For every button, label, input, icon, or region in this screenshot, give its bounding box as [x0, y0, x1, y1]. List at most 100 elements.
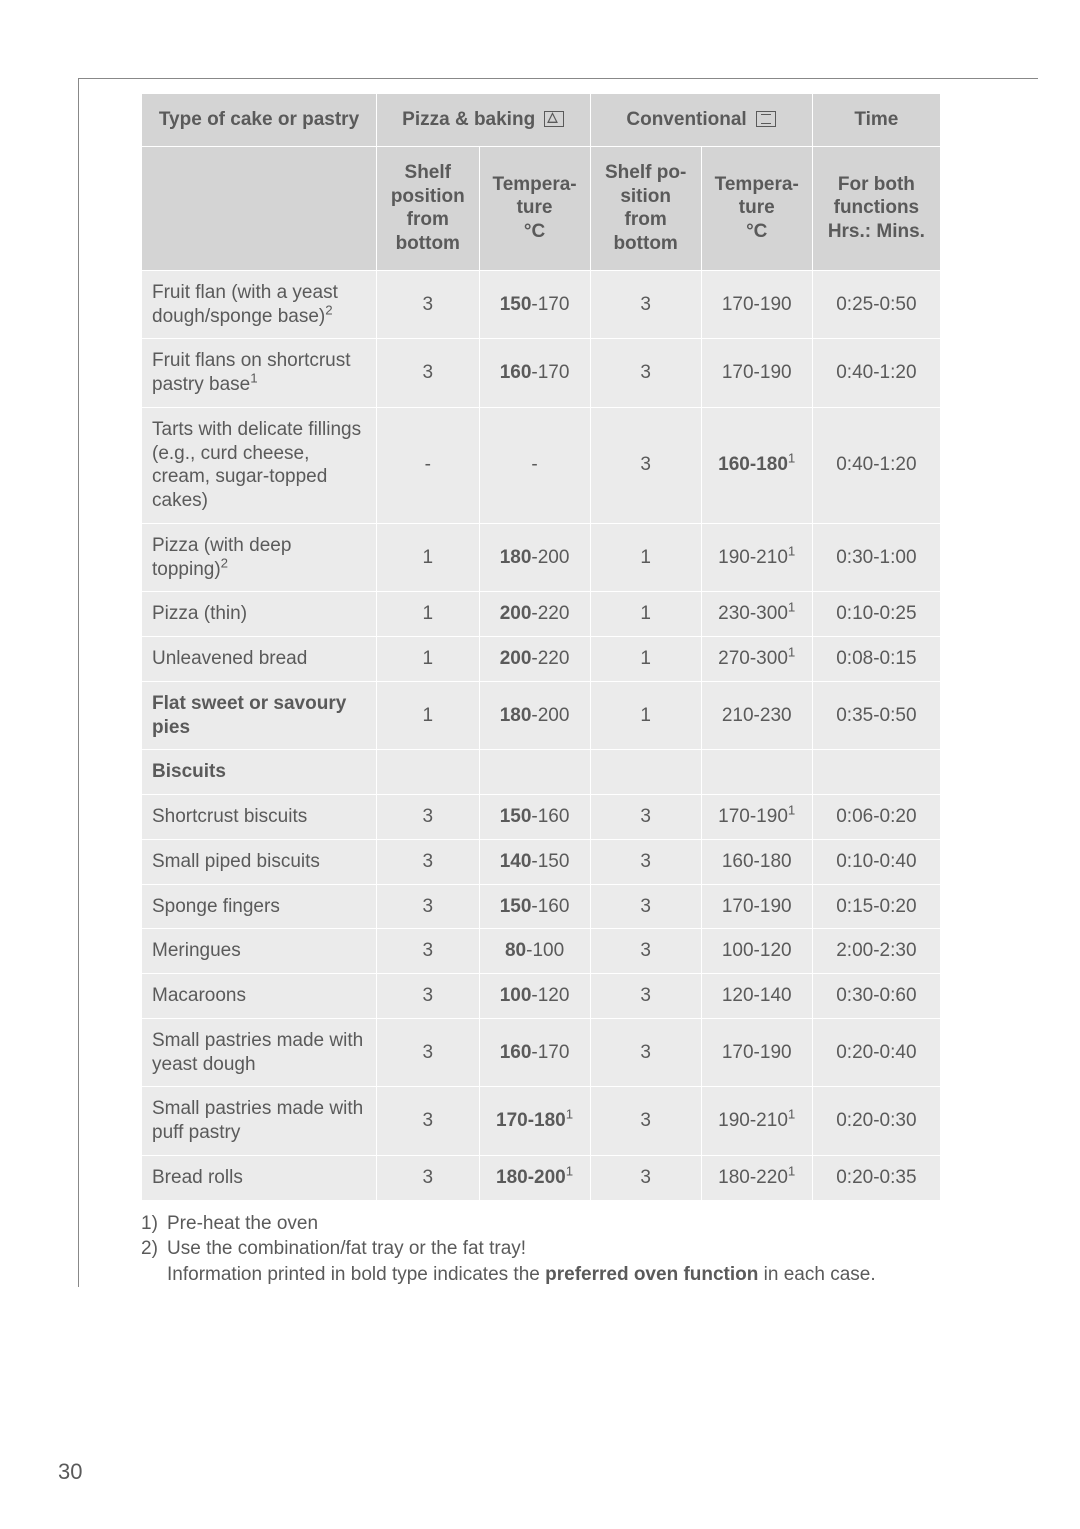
t: bottom	[613, 233, 677, 254]
col-type-header: Type of cake or pastry	[142, 94, 377, 147]
name-cell: Meringues	[142, 929, 377, 974]
name-cell: Pizza (thin)	[142, 592, 377, 637]
t: Tempera-	[493, 174, 577, 195]
sub-cv-temp: Tempera- ture °C	[701, 146, 812, 270]
pb-temp-cell: 140-150	[479, 839, 590, 884]
table-row: Unleavened bread1200-2201270-30010:08-0:…	[142, 637, 941, 682]
pb-shelf-cell: -	[377, 407, 480, 523]
time-cell: 0:20-0:35	[812, 1155, 940, 1200]
time-cell: 0:08-0:15	[812, 637, 940, 682]
cv-temp-cell: 170-1901	[701, 795, 812, 840]
footnote-info: Information printed in bold type indicat…	[141, 1262, 941, 1288]
table-row: Meringues380-1003100-1202:00-2:30	[142, 929, 941, 974]
pb-temp-cell: 170-1801	[479, 1087, 590, 1156]
pb-temp-cell: 160-170	[479, 339, 590, 408]
cv-shelf-cell: 3	[590, 929, 701, 974]
footnote-2: 2) Use the combination/fat tray or the f…	[141, 1236, 941, 1262]
col-conventional-header: Conventional	[590, 94, 812, 147]
cv-temp-cell: 170-190	[701, 270, 812, 339]
name-cell: Small pastries made with puff pastry	[142, 1087, 377, 1156]
pb-shelf-cell: 3	[377, 795, 480, 840]
cv-temp-cell: 210-230	[701, 681, 812, 750]
time-cell: 0:40-1:20	[812, 339, 940, 408]
pb-shelf-cell: 3	[377, 1155, 480, 1200]
cv-temp-cell: 160-1801	[701, 407, 812, 523]
cv-temp-cell: 190-2101	[701, 523, 812, 592]
time-cell: 0:06-0:20	[812, 795, 940, 840]
col-time-header: Time	[812, 94, 940, 147]
baking-table: Type of cake or pastry Pizza & baking Co…	[141, 93, 941, 1201]
pb-shelf-cell: 3	[377, 1087, 480, 1156]
fn2-num: 2)	[141, 1236, 167, 1262]
page-number: 30	[58, 1459, 82, 1485]
time-cell: 0:35-0:50	[812, 681, 940, 750]
empty-cell	[701, 750, 812, 795]
time-cell: 0:20-0:30	[812, 1087, 940, 1156]
t: sition	[620, 186, 671, 207]
sub-blank	[142, 146, 377, 270]
col-pizza-baking-header: Pizza & baking	[377, 94, 591, 147]
name-cell: Flat sweet or savoury pies	[142, 681, 377, 750]
cv-shelf-cell: 3	[590, 1155, 701, 1200]
time-cell: 0:30-0:60	[812, 974, 940, 1019]
sub-cv-shelf: Shelf po- sition from bottom	[590, 146, 701, 270]
section-cell: Biscuits	[142, 750, 377, 795]
name-cell: Fruit flans on shortcrust pastry base1	[142, 339, 377, 408]
table-row: Fruit flan (with a yeast dough/sponge ba…	[142, 270, 941, 339]
cv-shelf-cell: 3	[590, 795, 701, 840]
time-cell: 0:25-0:50	[812, 270, 940, 339]
name-cell: Macaroons	[142, 974, 377, 1019]
info-bold: preferred oven function	[545, 1264, 758, 1285]
name-cell: Fruit flan (with a yeast dough/sponge ba…	[142, 270, 377, 339]
t: ture	[517, 197, 553, 218]
conventional-label: Conventional	[626, 109, 746, 130]
table-body: Fruit flan (with a yeast dough/sponge ba…	[142, 270, 941, 1200]
cv-shelf-cell: 3	[590, 270, 701, 339]
sub-time: For both functions Hrs.: Mins.	[812, 146, 940, 270]
pb-temp-cell: 150-160	[479, 884, 590, 929]
t: from	[625, 209, 667, 230]
pb-shelf-cell: 3	[377, 884, 480, 929]
cv-temp-cell: 170-190	[701, 339, 812, 408]
pb-shelf-cell: 1	[377, 681, 480, 750]
cv-shelf-cell: 3	[590, 884, 701, 929]
cv-shelf-cell: 3	[590, 839, 701, 884]
name-cell: Small pastries made with yeast dough	[142, 1018, 377, 1087]
table-row: Small piped biscuits3140-1503160-1800:10…	[142, 839, 941, 884]
name-cell: Small piped biscuits	[142, 839, 377, 884]
name-cell: Tarts with delicate fillings (e.g., curd…	[142, 407, 377, 523]
pb-temp-cell: 150-160	[479, 795, 590, 840]
cv-shelf-cell: 3	[590, 1087, 701, 1156]
empty-cell	[479, 750, 590, 795]
conventional-icon	[756, 111, 776, 127]
pb-shelf-cell: 1	[377, 637, 480, 682]
table-row: Macaroons3100-1203120-1400:30-0:60	[142, 974, 941, 1019]
pb-temp-cell: 200-220	[479, 637, 590, 682]
pb-temp-cell: 200-220	[479, 592, 590, 637]
table-row: Pizza (with deep topping)21180-2001190-2…	[142, 523, 941, 592]
time-cell: 0:15-0:20	[812, 884, 940, 929]
empty-cell	[590, 750, 701, 795]
pb-shelf-cell: 3	[377, 270, 480, 339]
pb-temp-cell: -	[479, 407, 590, 523]
time-cell: 0:30-1:00	[812, 523, 940, 592]
table-row: Sponge fingers3150-1603170-1900:15-0:20	[142, 884, 941, 929]
pizza-baking-label: Pizza & baking	[402, 109, 535, 130]
pb-shelf-cell: 3	[377, 1018, 480, 1087]
cv-temp-cell: 180-2201	[701, 1155, 812, 1200]
cv-temp-cell: 100-120	[701, 929, 812, 974]
pb-temp-cell: 180-2001	[479, 1155, 590, 1200]
pb-shelf-cell: 1	[377, 592, 480, 637]
time-cell: 0:20-0:40	[812, 1018, 940, 1087]
time-cell: 2:00-2:30	[812, 929, 940, 974]
footnotes: 1) Pre-heat the oven 2) Use the combinat…	[141, 1211, 941, 1288]
name-cell: Bread rolls	[142, 1155, 377, 1200]
t: Hrs.: Mins.	[828, 221, 925, 242]
table-row: Fruit flans on shortcrust pastry base131…	[142, 339, 941, 408]
name-cell: Unleavened bread	[142, 637, 377, 682]
table-row: Small pastries made with yeast dough3160…	[142, 1018, 941, 1087]
sub-pb-temp: Tempera- ture °C	[479, 146, 590, 270]
cv-shelf-cell: 1	[590, 592, 701, 637]
t: Shelf po-	[605, 162, 686, 183]
table-row: Biscuits	[142, 750, 941, 795]
